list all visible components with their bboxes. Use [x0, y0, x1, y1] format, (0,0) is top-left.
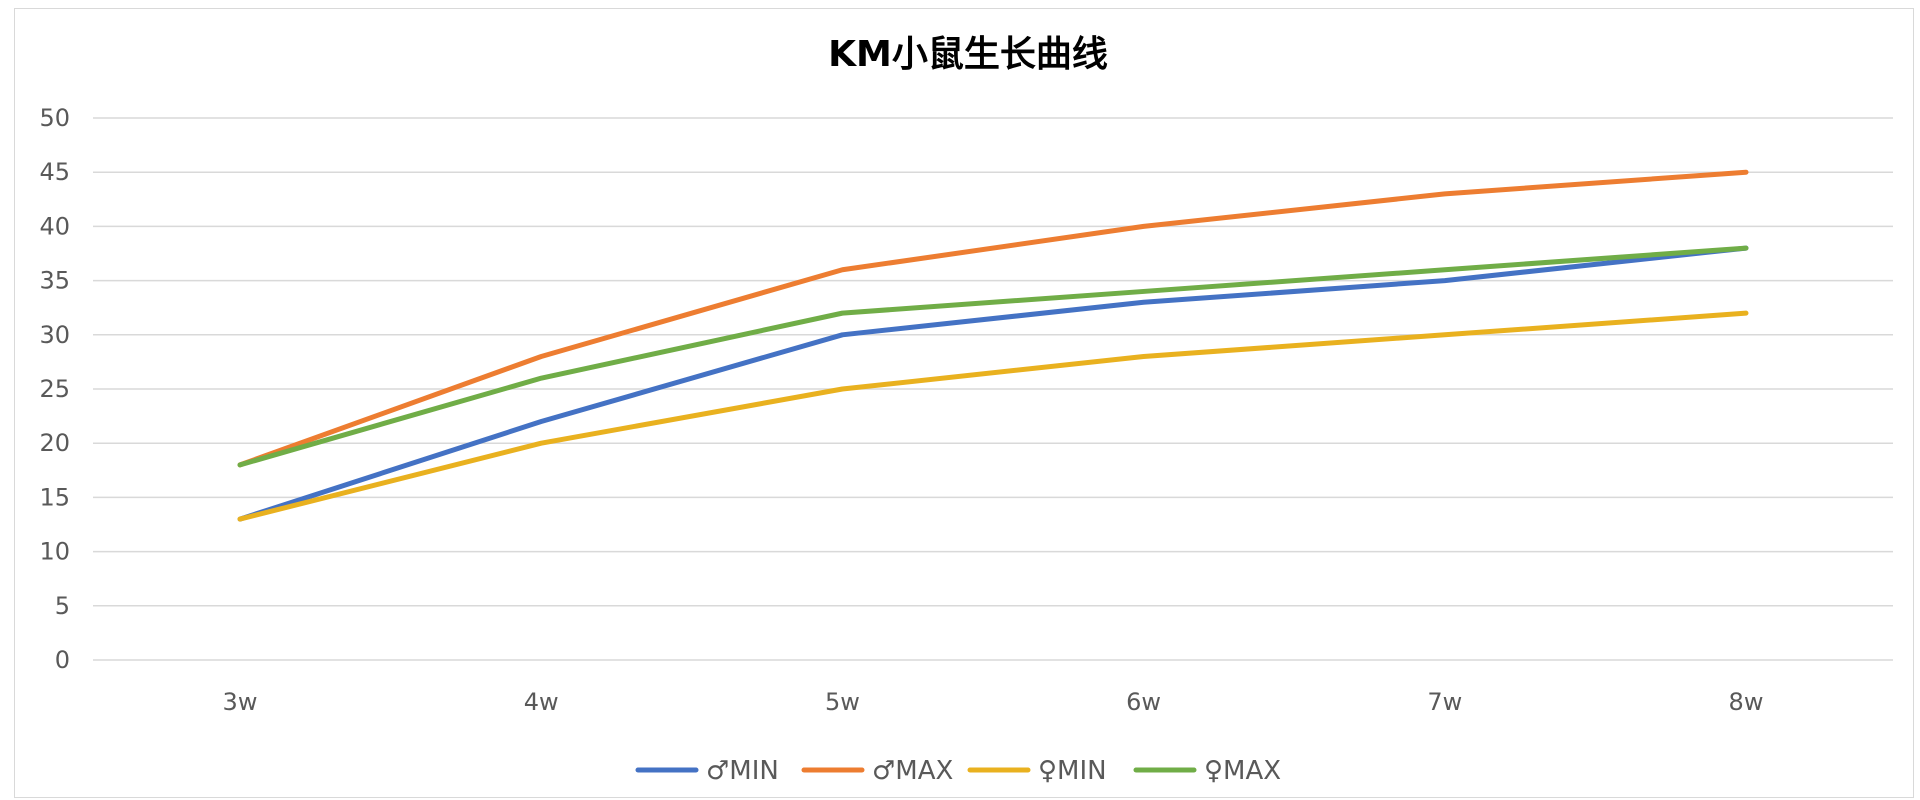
y-tick-label: 30 — [39, 321, 70, 349]
y-tick-label: 0 — [55, 646, 70, 674]
x-tick-label: 5w — [825, 688, 860, 716]
series-line — [237, 245, 1749, 468]
y-tick-label: 50 — [39, 104, 70, 132]
y-tick-label: 10 — [39, 538, 70, 566]
gridlines — [93, 117, 1893, 661]
series-line — [237, 310, 1749, 522]
y-tick-label: 15 — [39, 483, 70, 511]
legend-label: ♀MIN — [1038, 756, 1107, 786]
y-tick-label: 5 — [55, 592, 70, 620]
series-line — [237, 245, 1749, 522]
legend-label: ♂MIN — [706, 756, 779, 786]
x-axis-ticks: 3w 4w 5w 6w 7w 8w — [223, 688, 1764, 716]
x-tick-label: 4w — [524, 688, 559, 716]
y-tick-label: 20 — [39, 429, 70, 457]
x-tick-label: 6w — [1126, 688, 1161, 716]
x-tick-label: 3w — [223, 688, 258, 716]
legend-item[interactable]: ♀MIN — [967, 756, 1107, 786]
chart-title: KM小鼠生长曲线 — [828, 34, 1108, 75]
y-tick-label: 45 — [39, 158, 70, 186]
y-tick-label: 25 — [39, 375, 70, 403]
series-lines — [237, 169, 1749, 522]
y-tick-label: 40 — [39, 212, 70, 240]
x-tick-label: 7w — [1427, 688, 1462, 716]
legend[interactable]: ♂MIN ♂MAX ♀MIN ♀MAX — [635, 756, 1281, 786]
legend-label: ♀MAX — [1204, 756, 1281, 786]
y-tick-label: 35 — [39, 267, 70, 295]
x-tick-label: 8w — [1729, 688, 1764, 716]
series-line — [237, 169, 1749, 468]
y-axis-ticks: 0 5 10 15 20 25 30 35 40 45 50 — [39, 104, 70, 674]
legend-item[interactable]: ♂MAX — [801, 756, 953, 786]
legend-item[interactable]: ♂MIN — [635, 756, 779, 786]
legend-item[interactable]: ♀MAX — [1133, 756, 1281, 786]
legend-label: ♂MAX — [872, 756, 953, 786]
chart-frame — [14, 8, 1914, 798]
